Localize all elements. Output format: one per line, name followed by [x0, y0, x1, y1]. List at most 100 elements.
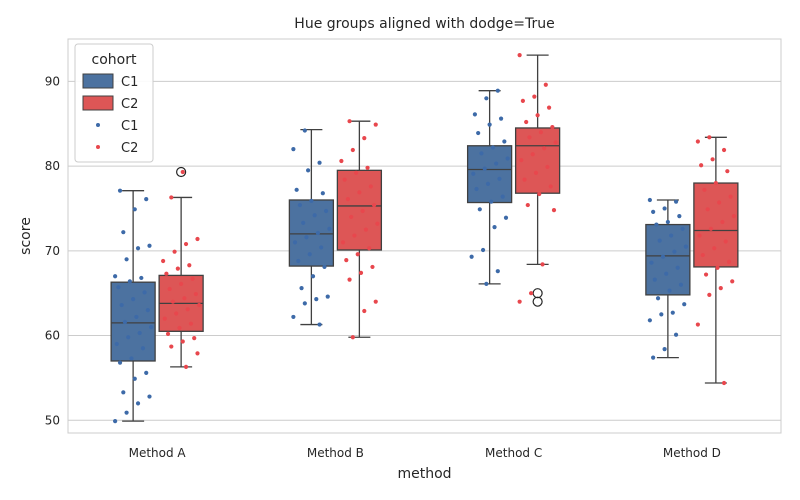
data-point — [498, 116, 504, 121]
data-point — [662, 347, 667, 352]
legend-label-c1-point: C1 — [121, 119, 138, 134]
legend-marker-c1-point — [96, 123, 100, 127]
data-point — [126, 335, 131, 340]
data-point — [370, 264, 375, 270]
data-point — [161, 258, 166, 264]
box-c2-3 — [514, 54, 561, 307]
data-point — [355, 252, 360, 257]
data-point — [147, 394, 152, 399]
data-point — [294, 187, 299, 192]
data-point — [322, 264, 327, 270]
data-point — [169, 195, 174, 200]
legend-label-c1-box: C1 — [121, 75, 138, 90]
data-point — [325, 294, 330, 299]
data-point — [476, 130, 481, 136]
data-point — [682, 302, 687, 307]
data-point — [170, 299, 176, 304]
data-point — [175, 266, 180, 271]
plot-frame — [67, 38, 782, 434]
data-point — [662, 206, 667, 211]
chart-title: Hue groups aligned with dodge=True — [294, 16, 554, 32]
data-point — [144, 197, 149, 202]
data-point — [675, 265, 680, 270]
data-point — [180, 169, 185, 175]
data-point — [721, 147, 727, 153]
data-point — [291, 147, 296, 152]
data-point — [162, 316, 167, 321]
legend-label-c2-box: C2 — [121, 97, 138, 112]
data-point — [140, 346, 146, 351]
data-point — [726, 259, 732, 264]
data-point — [197, 302, 202, 308]
x-tick-label: Method C — [485, 446, 542, 460]
data-point — [532, 94, 537, 99]
data-point — [314, 297, 319, 302]
data-point — [350, 335, 355, 340]
data-point — [495, 269, 500, 274]
data-point — [179, 281, 184, 286]
points-c2-2 — [339, 119, 380, 340]
data-point — [129, 356, 134, 361]
data-point — [502, 139, 507, 144]
data-point — [543, 82, 548, 87]
data-point — [667, 288, 672, 293]
y-tick-label: 70 — [45, 244, 60, 258]
data-point — [487, 122, 492, 127]
data-point — [121, 390, 126, 395]
data-point — [702, 187, 707, 192]
data-point — [678, 282, 684, 287]
data-point — [182, 296, 187, 301]
data-point — [652, 277, 657, 282]
data-point — [363, 227, 369, 232]
data-point — [542, 146, 547, 151]
data-point — [131, 297, 136, 302]
data-point — [519, 158, 524, 163]
data-point — [292, 240, 298, 245]
data-point — [548, 184, 553, 189]
data-point — [695, 139, 700, 144]
data-point — [723, 239, 728, 244]
data-point — [169, 344, 174, 349]
data-point — [177, 325, 182, 331]
data-point — [297, 202, 303, 208]
legend-marker-c2-point — [96, 145, 100, 149]
grid-lines — [68, 80, 781, 421]
y-tick-label: 80 — [45, 159, 60, 173]
box-c2-2 — [336, 120, 383, 338]
data-point — [720, 219, 725, 225]
data-point — [317, 160, 322, 165]
data-point — [121, 230, 126, 235]
data-point — [480, 247, 486, 253]
data-point — [122, 319, 128, 325]
data-point — [471, 171, 476, 176]
data-point — [347, 119, 352, 124]
data-point — [683, 244, 688, 249]
data-point — [484, 281, 489, 286]
data-point — [139, 275, 144, 281]
data-point — [315, 230, 321, 236]
points-c2-4 — [695, 135, 736, 386]
data-point — [339, 158, 344, 164]
data-point — [114, 341, 119, 347]
data-point — [474, 186, 479, 192]
data-point — [670, 310, 675, 315]
points-c2-1 — [161, 169, 202, 370]
data-point — [172, 249, 177, 254]
data-point — [135, 246, 141, 251]
data-point — [310, 274, 316, 279]
points-c1-3 — [469, 88, 510, 286]
data-point — [647, 197, 652, 203]
data-point — [373, 122, 378, 127]
data-point — [347, 277, 352, 282]
data-point — [649, 260, 654, 265]
data-point — [524, 119, 529, 125]
data-point — [707, 292, 712, 297]
data-point — [517, 299, 522, 304]
data-point — [677, 213, 682, 219]
data-point — [505, 156, 510, 161]
data-point — [117, 188, 123, 193]
data-point — [320, 191, 325, 196]
box-c1-4 — [645, 199, 691, 359]
data-point — [664, 271, 669, 276]
data-point — [503, 215, 509, 220]
